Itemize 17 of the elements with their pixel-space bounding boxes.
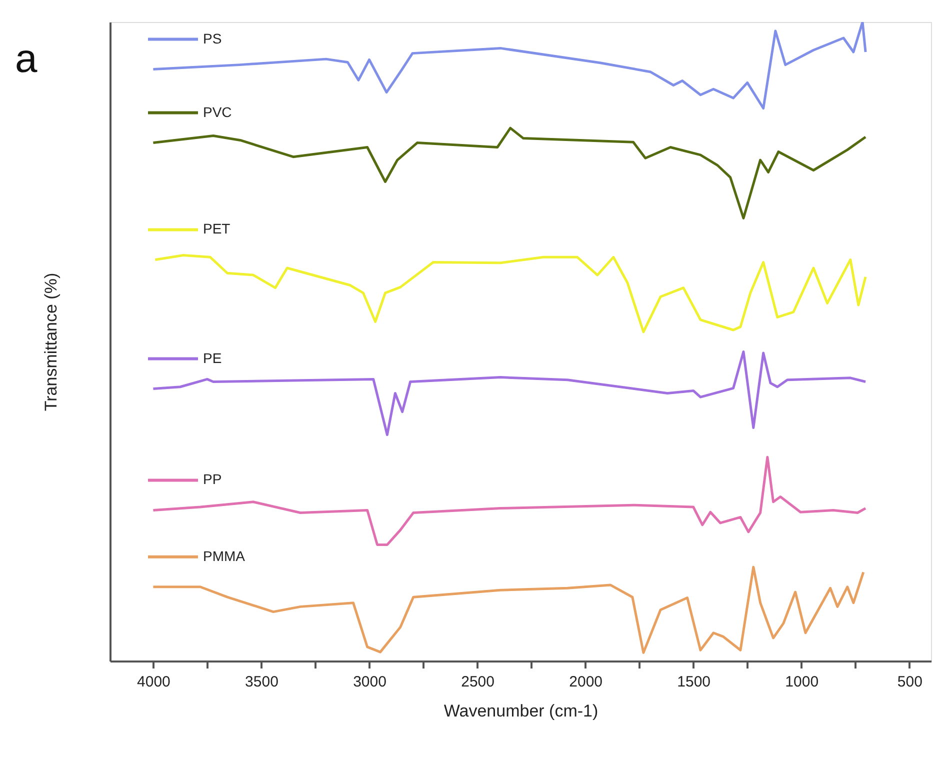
y-axis-title: Transmittance (%)	[42, 272, 60, 412]
x-tick-label: 1500	[677, 674, 711, 690]
legend-label: PVC	[203, 104, 232, 120]
legend-label: PE	[203, 350, 222, 366]
text: a	[15, 37, 38, 81]
x-tick-label: 4000	[137, 674, 170, 690]
x-tick-label: 2500	[461, 674, 494, 690]
x-tick-label: 1000	[785, 674, 819, 690]
legend-label: PP	[203, 471, 222, 488]
legend-label: PS	[203, 30, 222, 46]
legend-label: PET	[203, 220, 231, 237]
x-tick-label: 2000	[569, 674, 603, 690]
x-tick-label: 500	[897, 674, 922, 690]
x-tick-label: 3500	[245, 674, 278, 690]
x-axis-title: Wavenumber (cm-1)	[444, 702, 598, 720]
x-tick-label: 3000	[353, 674, 386, 690]
legend-label: PMMA	[203, 548, 246, 564]
